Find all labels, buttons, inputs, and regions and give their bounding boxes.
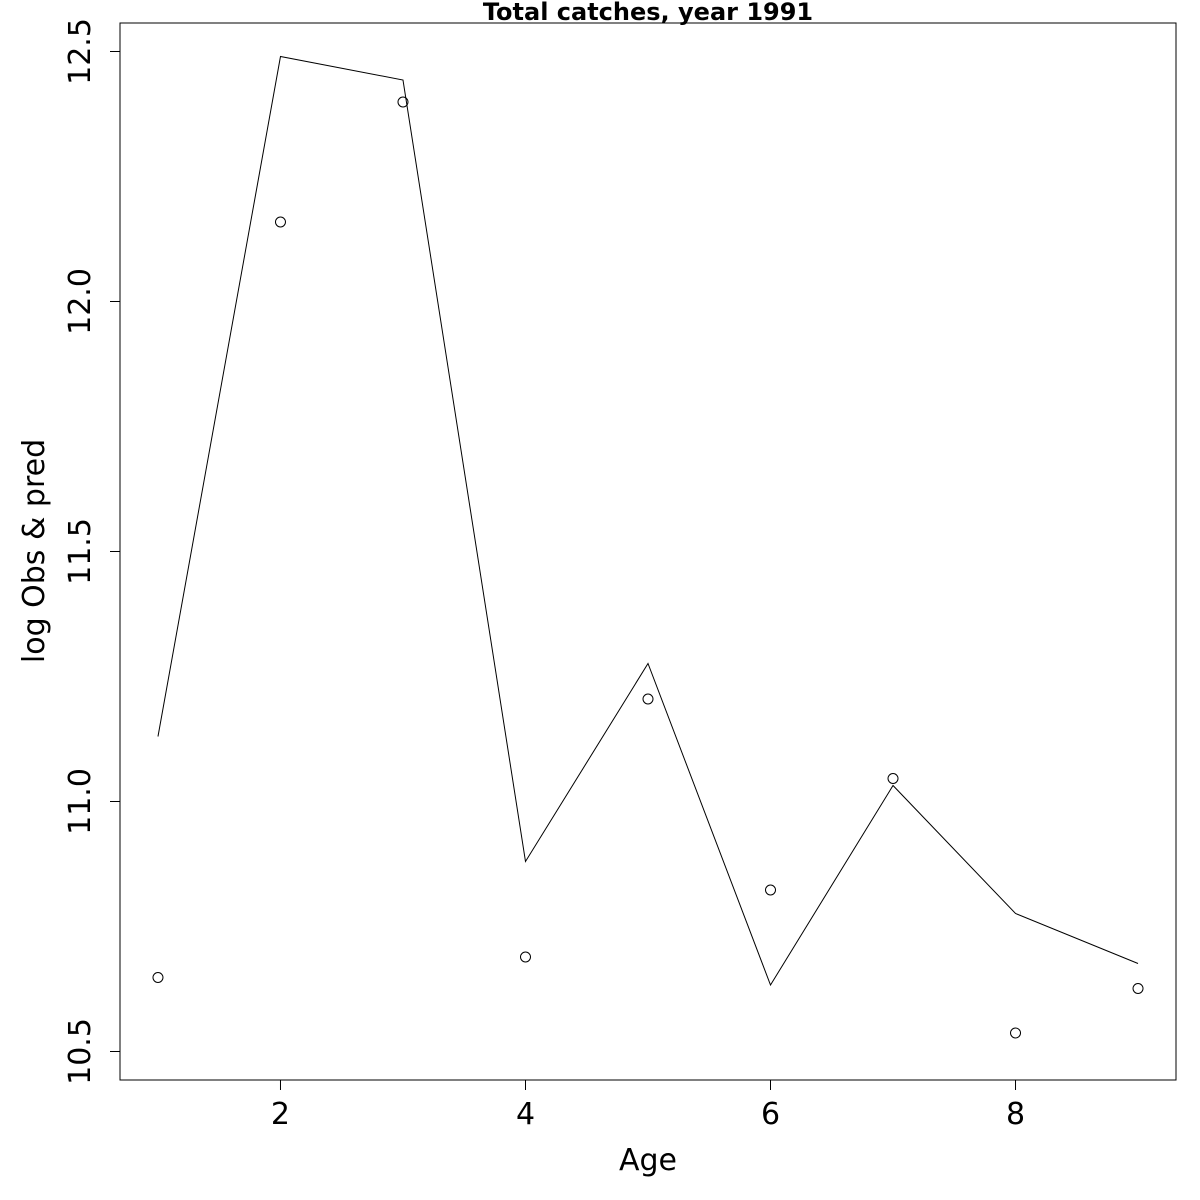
chart-title: Total catches, year 1991 — [483, 0, 813, 26]
obs-point — [1132, 983, 1144, 994]
y-axis-label: log Obs & pred — [17, 439, 52, 663]
x-tick-label: 2 — [271, 1097, 290, 1132]
x-axis-label: Age — [619, 1143, 677, 1178]
obs-point — [887, 773, 899, 784]
y-tick-label: 11.5 — [63, 518, 98, 585]
y-tick-label: 11.0 — [63, 768, 98, 835]
obs-point — [519, 951, 531, 963]
x-axis: 2 4 6 8 — [271, 1080, 1025, 1132]
y-tick-label: 12.5 — [63, 18, 98, 85]
plot-frame — [119, 22, 1177, 1081]
obs-point — [642, 693, 654, 705]
obs-point — [1010, 1027, 1022, 1039]
y-tick-label: 12.0 — [63, 268, 98, 335]
y-axis: 10.5 11.0 11.5 12.0 12.5 — [63, 18, 120, 1085]
x-tick-label: 4 — [516, 1097, 535, 1132]
x-tick-label: 8 — [1006, 1097, 1025, 1132]
pred-line — [157, 55, 1139, 987]
obs-point — [274, 216, 286, 228]
y-tick-label: 10.5 — [63, 1018, 98, 1085]
obs-point — [397, 96, 409, 108]
obs-point — [765, 884, 777, 896]
x-tick-label: 6 — [761, 1097, 780, 1132]
obs-point — [152, 972, 164, 983]
plot-area — [152, 55, 1144, 1039]
